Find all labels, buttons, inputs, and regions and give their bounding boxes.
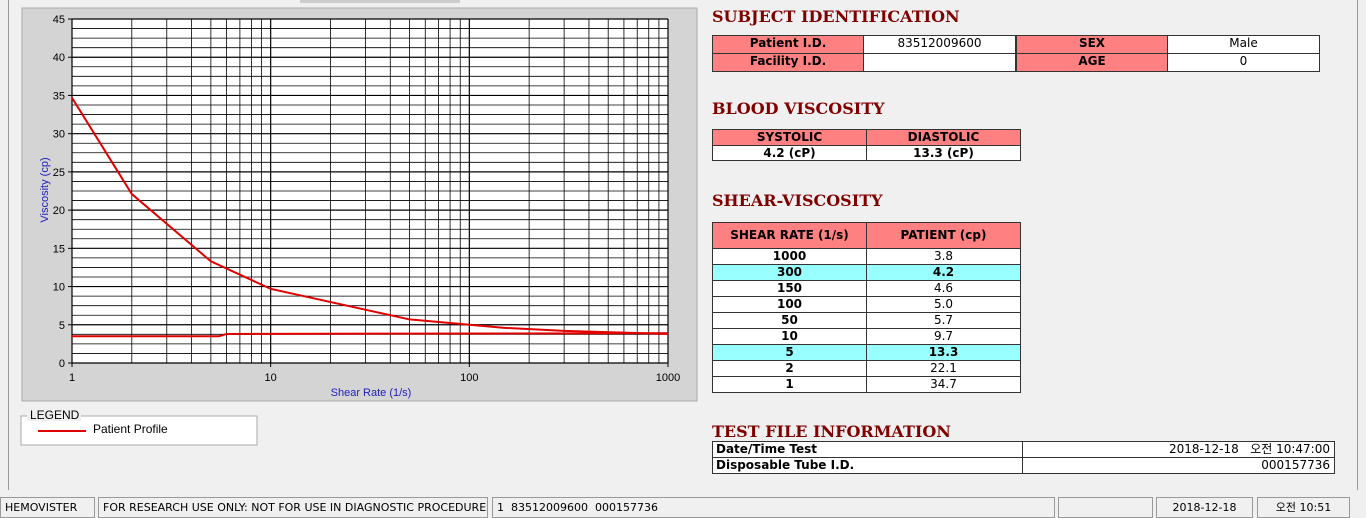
column-header: DIASTOLIC xyxy=(866,129,1021,146)
field-label: Date/Time Test xyxy=(712,441,1023,458)
y-tick-label: 45 xyxy=(53,14,65,26)
chart: LEGEND Shear Rate (1/s) Viscosity (cp) 1… xyxy=(20,7,698,446)
section-title: SHEAR-VISCOSITY xyxy=(712,191,883,210)
section-title: BLOOD VISCOSITY xyxy=(712,99,885,118)
cell: 300 xyxy=(712,264,867,281)
column-header: SYSTOLIC xyxy=(712,129,867,146)
field-value: 2018-12-18 오전 10:47:00 xyxy=(1022,441,1335,458)
cell: 4.6 xyxy=(866,280,1021,297)
cell: 100 xyxy=(712,296,867,313)
y-tick-label: 15 xyxy=(53,243,65,255)
status-panel xyxy=(1058,497,1153,518)
status-panel: 1 83512009600 000157736 xyxy=(492,497,1055,518)
field-label: Patient I.D. xyxy=(712,35,864,54)
field-value xyxy=(863,53,1016,72)
status-panel: 오전 10:51 xyxy=(1257,497,1350,518)
cell: 10 xyxy=(712,328,867,345)
cell: 1 xyxy=(712,376,867,393)
section-title: SUBJECT IDENTIFICATION xyxy=(712,7,960,26)
x-axis-label: Shear Rate (1/s) xyxy=(331,387,412,399)
frame-line xyxy=(8,0,9,490)
frame-line xyxy=(1357,0,1358,490)
y-tick-label: 35 xyxy=(53,90,65,102)
cell: 13.3 xyxy=(866,344,1021,361)
field-label: Facility I.D. xyxy=(712,53,864,72)
cell: 3.8 xyxy=(866,248,1021,265)
top-strip xyxy=(300,0,460,3)
line xyxy=(72,332,669,338)
y-axis-label: Viscosity (cp) xyxy=(39,157,51,222)
field-label: Disposable Tube I.D. xyxy=(712,457,1023,474)
cell: 4.2 (cP) xyxy=(712,145,867,161)
field-value: Male xyxy=(1167,35,1320,54)
status-panel: FOR RESEARCH USE ONLY: NOT FOR USE IN DI… xyxy=(98,497,488,518)
y-tick-label: 40 xyxy=(53,52,65,64)
x-tick-label: 1000 xyxy=(656,372,680,384)
cell: 150 xyxy=(712,280,867,297)
y-tick-label: 30 xyxy=(53,129,65,141)
y-tick-label: 25 xyxy=(53,167,65,179)
x-tick-label: 1 xyxy=(69,372,75,384)
cell: 1000 xyxy=(712,248,867,265)
column-header: SHEAR RATE (1/s) xyxy=(712,222,867,249)
status-panel: 2018-12-18 xyxy=(1156,497,1253,518)
cell: 5.0 xyxy=(866,296,1021,313)
cell: 34.7 xyxy=(866,376,1021,393)
field-value: 83512009600 xyxy=(863,35,1016,54)
x-tick-label: 100 xyxy=(460,372,478,384)
field-value: 000157736 xyxy=(1022,457,1335,474)
field-label: SEX xyxy=(1016,35,1168,54)
status-panel: HEMOVISTER xyxy=(0,497,95,518)
cell: 22.1 xyxy=(866,360,1021,377)
cell: 50 xyxy=(712,312,867,329)
legend-label: Patient Profile xyxy=(93,422,168,436)
y-tick-label: 10 xyxy=(53,282,65,294)
field-label: AGE xyxy=(1016,53,1168,72)
y-tick-label: 5 xyxy=(59,320,65,332)
cell: 5 xyxy=(712,344,867,361)
legend-title-bg xyxy=(27,409,81,421)
cell: 13.3 (cP) xyxy=(866,145,1021,161)
x-tick-label: 10 xyxy=(265,372,277,384)
column-header: PATIENT (cp) xyxy=(866,222,1021,249)
cell: 9.7 xyxy=(866,328,1021,345)
line xyxy=(71,97,669,335)
y-tick-label: 0 xyxy=(59,358,65,370)
section-title: TEST FILE INFORMATION xyxy=(712,422,951,441)
field-value: 0 xyxy=(1167,53,1320,72)
y-tick-label: 20 xyxy=(53,205,65,217)
legend-title: LEGEND xyxy=(30,408,80,422)
cell: 4.2 xyxy=(866,264,1021,281)
cell: 2 xyxy=(712,360,867,377)
cell: 5.7 xyxy=(866,312,1021,329)
